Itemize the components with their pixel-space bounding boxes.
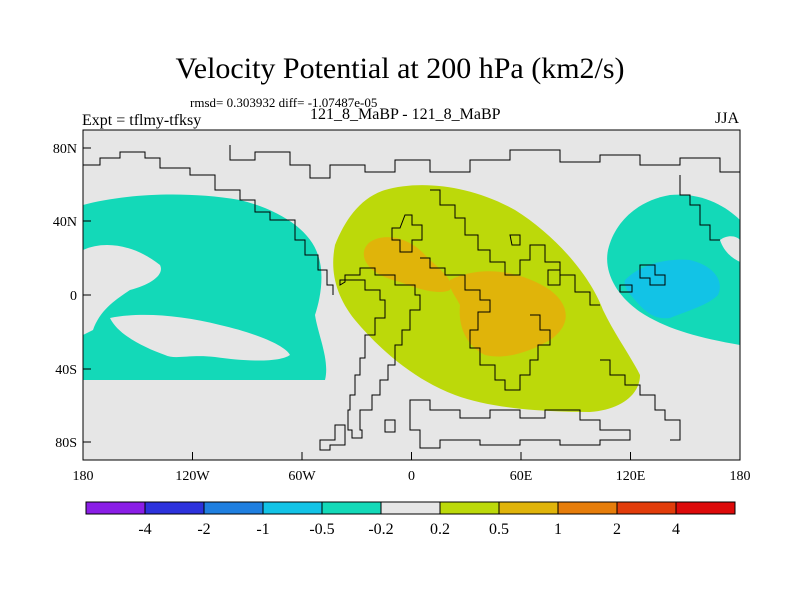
colorbar-label: 0.2 bbox=[430, 521, 450, 538]
colorbar-swatch bbox=[498, 501, 559, 515]
x-tick-label: 120W bbox=[175, 469, 210, 484]
experiment-label: Expt = tflmy-tfksy bbox=[82, 112, 202, 129]
runs-label: 121_8_MaBP - 121_8_MaBP bbox=[310, 106, 501, 123]
y-tick-label: 40N bbox=[53, 215, 77, 230]
colorbar-label: -2 bbox=[197, 521, 210, 538]
contour-negative-core bbox=[624, 259, 720, 319]
colorbar-label: 1 bbox=[554, 521, 562, 538]
contour-positive-inner-1 bbox=[363, 237, 451, 293]
colorbar-swatch bbox=[380, 501, 441, 515]
colorbar-swatch bbox=[144, 501, 205, 515]
contour-hole-west-2 bbox=[110, 314, 290, 361]
colorbar-label: -4 bbox=[138, 521, 151, 538]
y-tick-label: 0 bbox=[70, 289, 77, 304]
x-tick-label: 180 bbox=[730, 469, 751, 484]
x-tick-label: 60W bbox=[288, 469, 316, 484]
colorbar-swatch bbox=[557, 501, 618, 515]
x-tick-label: 180 bbox=[73, 469, 94, 484]
colorbar-swatch bbox=[85, 501, 146, 515]
colorbar-swatch bbox=[439, 501, 500, 515]
stats-text: rmsd= 0.303932 diff= -1.07487e-05 bbox=[190, 95, 378, 110]
season-label: JJA bbox=[715, 110, 740, 127]
colorbar-swatch bbox=[616, 501, 677, 515]
y-tick-label: 80S bbox=[55, 436, 77, 451]
coastlines bbox=[83, 145, 740, 451]
contour-positive-inner-2 bbox=[449, 271, 566, 357]
x-tick-label: 0 bbox=[408, 469, 415, 484]
y-tick-label: 40S bbox=[55, 363, 77, 378]
colorbar-label: 4 bbox=[672, 521, 680, 538]
x-tick-label: 120E bbox=[616, 469, 646, 484]
colorbar-swatch bbox=[675, 501, 736, 515]
contour-hole-east bbox=[720, 236, 740, 262]
colorbar-label: 0.5 bbox=[489, 521, 509, 538]
y-tick-label: 80N bbox=[53, 142, 77, 157]
colorbar-label: -0.5 bbox=[309, 521, 334, 538]
colorbar-label: -0.2 bbox=[368, 521, 393, 538]
colorbar-swatch bbox=[321, 501, 382, 515]
colorbar-label: 2 bbox=[613, 521, 621, 538]
x-tick-label: 60E bbox=[510, 469, 533, 484]
colorbar-swatch bbox=[203, 501, 264, 515]
colorbar-label: -1 bbox=[256, 521, 269, 538]
axis-ticks bbox=[82, 147, 741, 460]
plot-title: Velocity Potential at 200 hPa (km2/s) bbox=[175, 52, 625, 85]
colorbar-swatch bbox=[262, 501, 323, 515]
contour-hole-west-1 bbox=[83, 245, 161, 335]
colorbar: -4 -2 -1 -0.5 -0.2 0.2 0.5 1 2 4 bbox=[85, 501, 736, 538]
